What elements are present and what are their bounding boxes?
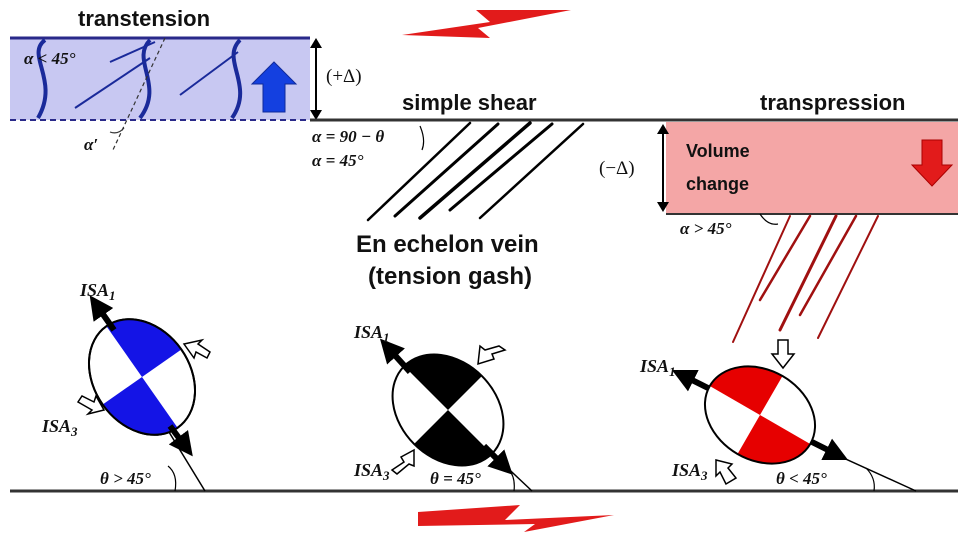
- compression-arrow-icon: [770, 339, 796, 370]
- label-minus-delta: (−Δ): [599, 158, 635, 179]
- transpression-veins: [732, 214, 879, 343]
- label-alpha-90-theta: α = 90 − θ: [312, 127, 384, 146]
- label-volume-change-1: Volume: [686, 141, 750, 161]
- compression-arrow-icon: [76, 394, 106, 416]
- strain-ellipse-transtension: [76, 295, 211, 492]
- label-isa1-mid: ISA1: [353, 322, 390, 345]
- label-isa3-left: ISA3: [41, 416, 78, 439]
- up-arrow-icon: [250, 61, 298, 113]
- label-isa1-right: ISA1: [639, 356, 676, 379]
- label-en-echelon-1: En echelon vein: [356, 231, 539, 258]
- label-alpha-lt-45: α < 45°: [24, 49, 76, 68]
- title-transtension: transtension: [78, 6, 210, 31]
- top-shear-arrow-icon: [402, 10, 571, 38]
- title-simple-shear: simple shear: [402, 90, 537, 115]
- label-isa3-mid: ISA3: [353, 460, 390, 483]
- transpression-panel: [666, 122, 958, 215]
- transtension-panel: [10, 36, 310, 153]
- label-alpha-gt-45: α > 45°: [680, 219, 732, 238]
- compression-arrow-icon: [390, 448, 415, 475]
- compression-arrow-icon: [477, 344, 507, 366]
- en-echelon-veins: [366, 121, 585, 222]
- label-alpha-eq-45: α = 45°: [312, 151, 364, 170]
- down-arrow-icon: [910, 139, 954, 187]
- label-isa1-left: ISA1: [79, 280, 116, 303]
- label-theta-eq-45: θ = 45°: [430, 469, 481, 488]
- compression-arrow-icon: [715, 459, 738, 486]
- label-volume-change-2: change: [686, 174, 749, 194]
- label-theta-lt-45: θ < 45°: [776, 469, 827, 488]
- label-theta-gt-45: θ > 45°: [100, 469, 151, 488]
- label-isa3-right: ISA3: [671, 460, 708, 483]
- compression-arrow-icon: [182, 338, 211, 360]
- label-plus-delta: (+Δ): [326, 66, 362, 87]
- label-alpha-prime: α′: [84, 135, 98, 154]
- label-en-echelon-2: (tension gash): [368, 263, 532, 290]
- bottom-shear-arrow-icon: [418, 505, 614, 532]
- title-transpression: transpression: [760, 90, 906, 115]
- strain-ellipse-simple-shear: [379, 332, 533, 492]
